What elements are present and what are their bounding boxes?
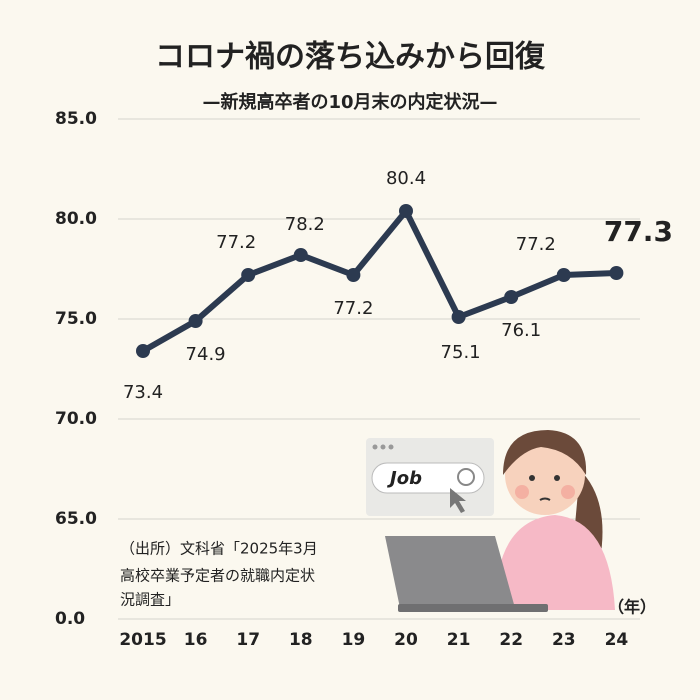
y-tick-label: 0.0	[55, 609, 85, 629]
data-label: 77.2	[333, 298, 373, 319]
dot	[380, 444, 386, 450]
point	[346, 268, 361, 282]
x-tick-label: 18	[289, 630, 313, 650]
point	[504, 290, 519, 304]
search-text: Job	[387, 468, 422, 489]
cheek	[561, 485, 575, 499]
source-note: 高校卒業予定者の就職内定状	[120, 567, 315, 585]
data-label: 74.9	[186, 344, 226, 365]
point	[399, 204, 413, 218]
y-tick-label: 70.0	[55, 409, 97, 429]
laptop-screen	[385, 536, 515, 608]
y-tick-label: 65.0	[55, 509, 97, 529]
hair	[503, 430, 587, 475]
dot	[388, 444, 394, 450]
x-tick-label: 24	[605, 630, 629, 650]
x-tick-label: 20	[394, 630, 418, 650]
y-tick-label: 80.0	[55, 209, 97, 229]
eye	[554, 475, 560, 481]
x-tick-label: 17	[236, 630, 260, 650]
search-box	[371, 462, 485, 494]
body	[495, 515, 615, 610]
data-label: 76.1	[501, 320, 541, 341]
plot: 2015 16 17 18 19 20 21 22 23 24 （年） （出所）文科省「2025年3月…	[119, 168, 673, 650]
x-unit-label: （年）	[608, 598, 656, 617]
search-icon	[457, 468, 475, 486]
line	[141, 208, 617, 354]
illustration: Job	[366, 430, 615, 612]
chart-title: コロナ禍の落ち込みから回復	[155, 40, 546, 75]
x-tick-label: 16	[184, 630, 208, 650]
data-label: 77.2	[216, 232, 256, 253]
cheek	[515, 485, 529, 499]
data-label: 75.1	[441, 342, 481, 363]
dot	[372, 444, 378, 450]
x-tick-label: 2015	[119, 630, 166, 650]
point	[188, 314, 203, 328]
x-tick-label: 22	[499, 630, 523, 650]
point	[451, 310, 466, 324]
mouth	[539, 497, 551, 501]
chart-subtitle: —新規高卒者の10月末の内定状況—	[202, 91, 497, 113]
eye	[529, 475, 535, 481]
data-label: 77.2	[516, 234, 556, 255]
grid: 0.0 65.0 70.0 75.0 80.0 85.0	[55, 109, 640, 629]
point	[609, 266, 624, 280]
y-tick-label: 75.0	[55, 309, 97, 329]
y-tick-label: 85.0	[55, 109, 97, 129]
x-tick-label: 23	[552, 630, 576, 650]
x-tick-label: 21	[447, 630, 471, 650]
point	[136, 344, 150, 358]
data-label: 77.3	[604, 215, 673, 248]
point	[241, 268, 256, 282]
source-note: （出所）文科省「2025年3月	[120, 540, 318, 558]
data-label: 80.4	[386, 168, 426, 189]
data-label: 78.2	[285, 214, 325, 235]
cursor	[450, 488, 466, 513]
data-label: 73.4	[123, 382, 163, 403]
x-tick-label: 19	[342, 630, 366, 650]
point	[293, 248, 308, 262]
source-note: 況調査」	[120, 591, 180, 609]
point	[556, 268, 571, 282]
laptop-base	[398, 604, 548, 612]
